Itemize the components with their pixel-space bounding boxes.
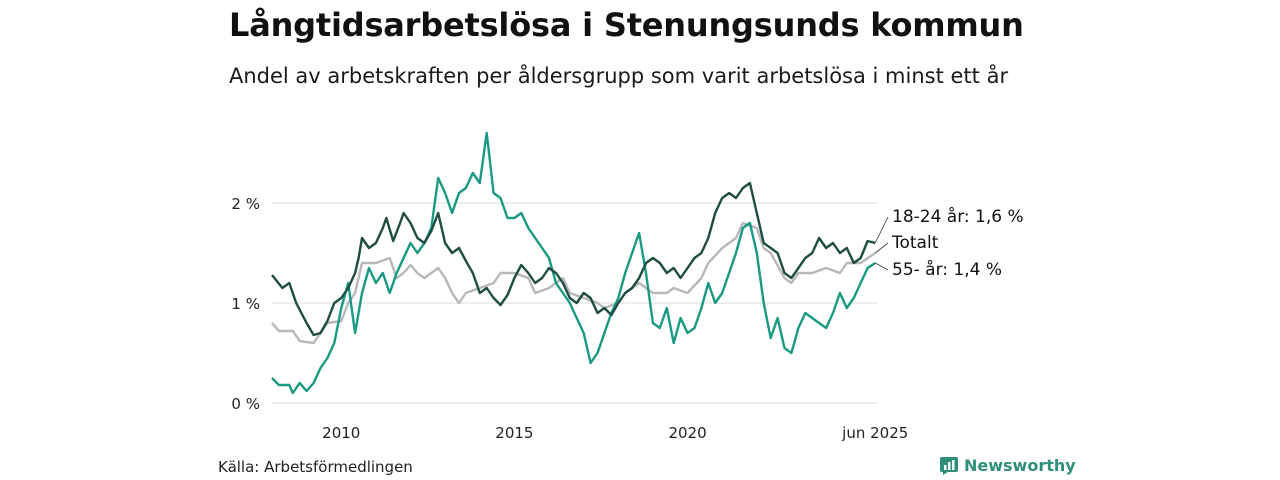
series-end-label: 55- år: 1,4 % bbox=[892, 259, 1002, 280]
series-line-18-24 bbox=[271, 181, 876, 337]
x-tick-label: jun 2025 bbox=[841, 424, 908, 442]
brand-name: Newsworthy bbox=[964, 456, 1076, 475]
series-end-label: Totalt bbox=[891, 233, 939, 253]
page-subtitle: Andel av arbetskraften per åldersgrupp s… bbox=[229, 64, 1009, 88]
series-end-label: 18-24 år: 1,6 % bbox=[892, 206, 1024, 227]
label-leader bbox=[874, 242, 889, 254]
source-note: Källa: Arbetsförmedlingen bbox=[218, 458, 413, 476]
page-title: Långtidsarbetslösa i Stenungsunds kommun bbox=[229, 6, 1024, 44]
bar-chart-icon bbox=[940, 456, 958, 475]
brand-logo[interactable]: Newsworthy bbox=[940, 456, 1076, 475]
series-line-totalt bbox=[271, 221, 876, 345]
label-leader bbox=[874, 216, 889, 244]
x-tick-label: 2015 bbox=[495, 424, 533, 442]
x-tick-label: 2010 bbox=[322, 424, 360, 442]
x-tick-label: 2020 bbox=[668, 424, 706, 442]
y-tick-label: 0 % bbox=[231, 395, 260, 413]
label-leader bbox=[875, 262, 889, 271]
y-tick-label: 1 % bbox=[231, 295, 260, 313]
y-tick-label: 2 % bbox=[231, 195, 260, 213]
series-line-55 bbox=[271, 131, 876, 395]
